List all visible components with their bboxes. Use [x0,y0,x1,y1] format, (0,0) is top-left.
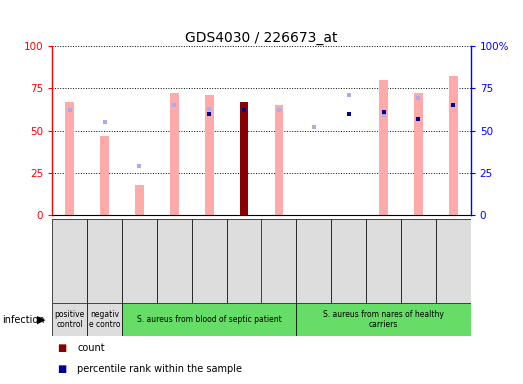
Bar [275,105,283,215]
Bar [100,136,109,215]
Bar [414,93,423,215]
Bar [192,219,226,303]
Bar [52,219,87,303]
Text: infection: infection [3,314,45,325]
Text: S. aureus from blood of septic patient: S. aureus from blood of septic patient [137,315,281,324]
Text: percentile rank within the sample: percentile rank within the sample [77,364,242,374]
Bar [87,219,122,303]
Text: ▶: ▶ [37,314,45,325]
Bar [401,219,436,303]
Bar [122,303,297,336]
Title: GDS4030 / 226673_at: GDS4030 / 226673_at [185,31,338,45]
Text: S. aureus from nares of healthy
carriers: S. aureus from nares of healthy carriers [323,310,444,329]
Bar [366,219,401,303]
Bar [240,102,248,215]
Text: negativ
e contro: negativ e contro [89,310,120,329]
Text: ■: ■ [58,343,67,353]
Bar [205,95,213,215]
Bar [449,76,458,215]
Bar [65,102,74,215]
Text: ■: ■ [58,364,67,374]
Bar [297,219,331,303]
Bar [170,93,179,215]
Bar [52,303,87,336]
Bar [262,219,297,303]
Bar [331,219,366,303]
Bar [135,185,144,215]
Bar [87,303,122,336]
Bar [122,219,157,303]
Text: positive
control: positive control [54,310,85,329]
Text: count: count [77,343,105,353]
Bar [297,303,471,336]
Bar [379,80,388,215]
Bar [157,219,192,303]
Bar [240,102,248,215]
Bar [436,219,471,303]
Bar [226,219,262,303]
